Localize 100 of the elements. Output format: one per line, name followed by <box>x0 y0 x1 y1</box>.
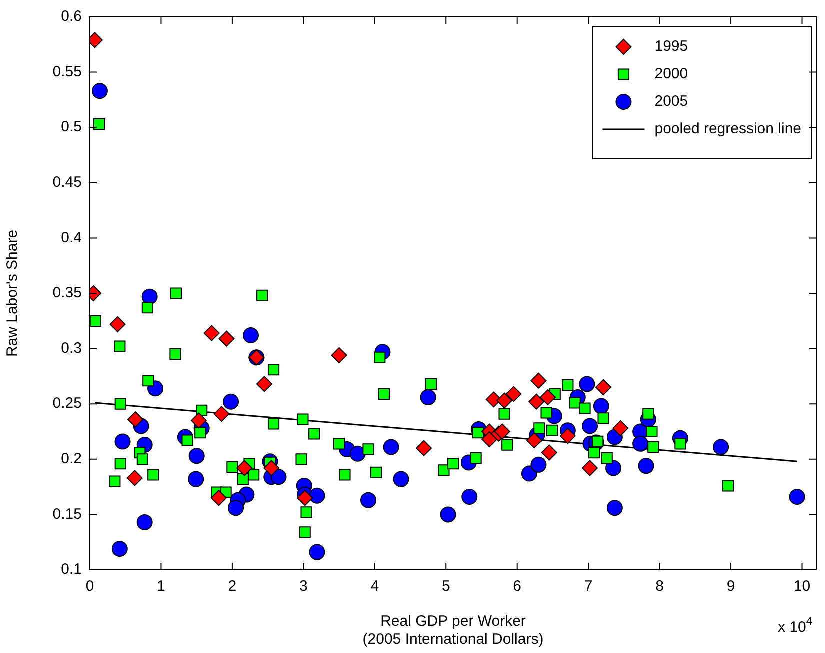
legend-label: 2005 <box>654 93 688 110</box>
point <box>350 446 366 462</box>
point <box>496 392 513 409</box>
point <box>521 466 538 482</box>
point <box>170 288 182 300</box>
point <box>188 448 205 464</box>
point <box>248 469 260 481</box>
point <box>562 379 574 392</box>
point <box>109 476 121 488</box>
point <box>546 424 558 436</box>
point <box>528 394 545 410</box>
y-tick-label: 0.35 <box>52 284 82 302</box>
point <box>502 439 514 451</box>
point <box>632 436 649 452</box>
point <box>226 461 238 473</box>
point <box>612 420 629 436</box>
point <box>416 440 432 456</box>
point <box>722 480 734 492</box>
point <box>447 458 460 470</box>
point <box>370 466 382 478</box>
point <box>560 428 576 444</box>
point <box>228 500 244 516</box>
point <box>362 444 374 456</box>
point <box>114 340 126 352</box>
point <box>188 471 204 488</box>
point <box>534 422 546 434</box>
y-axis-title: Raw Labor's Share <box>4 230 22 358</box>
legend-label: 1995 <box>654 38 688 56</box>
point <box>646 426 658 438</box>
point <box>92 83 108 100</box>
point <box>270 469 287 486</box>
point <box>596 380 612 396</box>
legend-label: 2000 <box>654 66 688 83</box>
point <box>582 460 598 476</box>
point <box>223 394 240 410</box>
point <box>190 412 207 429</box>
point <box>579 402 591 414</box>
point <box>136 514 153 530</box>
point <box>296 454 308 466</box>
y-tick-label: 0.2 <box>61 450 82 468</box>
point <box>606 500 623 516</box>
point <box>378 388 390 400</box>
point <box>648 441 660 454</box>
y-tick-label: 0.5 <box>61 118 82 136</box>
x-tick-label: 3 <box>300 578 308 596</box>
point <box>569 397 581 409</box>
point <box>142 288 158 305</box>
point <box>268 418 280 430</box>
point <box>299 526 311 538</box>
point <box>339 469 351 481</box>
point <box>90 315 102 327</box>
point <box>236 460 253 476</box>
y-tick-label: 0.55 <box>52 63 82 80</box>
point <box>530 372 547 389</box>
point <box>256 290 268 302</box>
x-tick-label: 6 <box>513 578 522 596</box>
point <box>300 506 312 518</box>
y-tick-label: 0.45 <box>52 174 82 192</box>
x-tick-label: 10 <box>794 578 811 596</box>
point <box>713 439 730 456</box>
point <box>309 488 326 504</box>
point <box>393 471 410 488</box>
point <box>606 460 622 476</box>
x-tick-label: 2 <box>228 578 237 596</box>
y-tick-label: 0.15 <box>52 506 82 523</box>
point <box>530 456 547 473</box>
point <box>601 452 613 464</box>
y-tick-label: 0.3 <box>61 340 82 357</box>
point <box>462 489 478 506</box>
point <box>331 347 348 364</box>
point <box>242 328 259 344</box>
point <box>142 375 154 387</box>
point <box>540 407 552 419</box>
point <box>540 389 556 406</box>
point <box>425 378 437 390</box>
point <box>114 398 126 410</box>
point <box>114 458 126 470</box>
x-tick-label: 9 <box>726 578 736 596</box>
point <box>470 452 482 464</box>
point <box>598 412 610 424</box>
point <box>593 398 610 414</box>
point <box>440 506 456 523</box>
point <box>204 325 220 342</box>
y-tick-label: 0.6 <box>61 8 82 26</box>
x-tick-label: 7 <box>584 578 593 596</box>
point <box>582 418 598 434</box>
point <box>579 376 596 392</box>
point <box>93 118 106 130</box>
point <box>297 490 314 506</box>
point <box>506 386 522 402</box>
point <box>110 316 126 332</box>
point <box>214 406 230 422</box>
x-tick-label: 8 <box>656 578 664 596</box>
point <box>264 460 280 476</box>
x-tick-label: 0 <box>86 578 94 596</box>
point <box>482 431 498 448</box>
y-tick-label: 0.1 <box>61 561 82 578</box>
point <box>438 464 450 476</box>
x-tick-label: 4 <box>370 578 380 596</box>
point <box>210 490 227 506</box>
